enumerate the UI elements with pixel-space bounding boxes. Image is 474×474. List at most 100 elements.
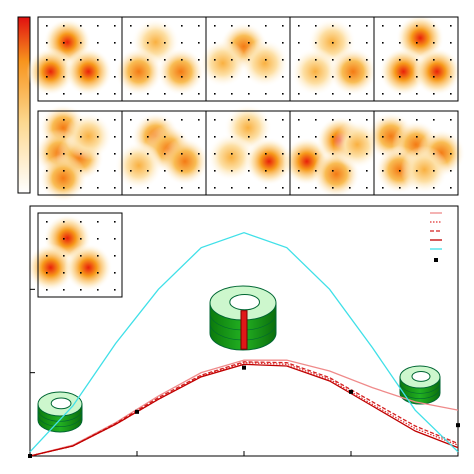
grid-dot bbox=[63, 25, 65, 27]
grid-dot bbox=[349, 93, 351, 95]
grid-dot bbox=[97, 93, 99, 95]
grid-dot bbox=[399, 59, 401, 61]
grid-dot bbox=[147, 59, 149, 61]
grid-dot bbox=[450, 119, 452, 121]
grid-dot bbox=[198, 59, 200, 61]
grid-dot bbox=[231, 59, 233, 61]
grid-dot bbox=[382, 76, 384, 78]
grid-dot bbox=[80, 42, 82, 44]
grid-dot bbox=[248, 25, 250, 27]
grid-dot bbox=[214, 153, 216, 155]
ring-band bbox=[37, 414, 83, 427]
plot bbox=[28, 205, 460, 458]
heat-blob bbox=[39, 154, 88, 203]
grid-dot bbox=[114, 76, 116, 78]
heat-blob bbox=[400, 145, 449, 194]
grid-dot bbox=[198, 170, 200, 172]
grid-dot bbox=[198, 42, 200, 44]
grid-dot bbox=[147, 25, 149, 27]
grid-dot bbox=[80, 272, 82, 274]
grid-dot bbox=[130, 59, 132, 61]
grid-dot bbox=[114, 255, 116, 257]
grid-dot bbox=[265, 187, 267, 189]
grid-dot bbox=[382, 42, 384, 44]
grid-dot bbox=[399, 170, 401, 172]
grid-dot bbox=[265, 136, 267, 138]
grid-dot bbox=[416, 25, 418, 27]
grid-dot bbox=[46, 76, 48, 78]
grid-dot bbox=[164, 170, 166, 172]
heatmaps bbox=[26, 14, 466, 298]
grid-dot bbox=[315, 170, 317, 172]
panel-frame bbox=[373, 110, 459, 196]
grid-dot bbox=[130, 76, 132, 78]
heatmap-panel bbox=[289, 16, 377, 102]
grid-dot bbox=[450, 76, 452, 78]
grid-dot bbox=[366, 187, 368, 189]
grid-dot bbox=[114, 93, 116, 95]
grid-dot bbox=[282, 76, 284, 78]
grid-dot bbox=[80, 93, 82, 95]
grid-dot bbox=[231, 187, 233, 189]
grid-dot bbox=[214, 93, 216, 95]
data-point bbox=[242, 365, 246, 370]
grid-dot bbox=[450, 93, 452, 95]
grid-dot bbox=[147, 170, 149, 172]
grid-dot bbox=[63, 187, 65, 189]
data-point bbox=[349, 389, 353, 394]
grid-dot bbox=[97, 289, 99, 291]
series-line bbox=[29, 359, 459, 457]
grid-dot bbox=[265, 119, 267, 121]
heat-blob bbox=[413, 47, 461, 96]
grid-dot bbox=[181, 76, 183, 78]
grid-dot bbox=[315, 93, 317, 95]
grid-dot bbox=[181, 153, 183, 155]
grid-dot bbox=[46, 136, 48, 138]
grid-dot bbox=[147, 153, 149, 155]
grid-dot bbox=[80, 136, 82, 138]
grid-dot bbox=[231, 25, 233, 27]
grid-dot bbox=[282, 187, 284, 189]
grid-dot bbox=[63, 272, 65, 274]
grid-dot bbox=[181, 42, 183, 44]
grid-dot bbox=[214, 119, 216, 121]
grid-dot bbox=[231, 42, 233, 44]
grid-dot bbox=[130, 42, 132, 44]
grid-dot bbox=[80, 221, 82, 223]
grid-dot bbox=[298, 187, 300, 189]
grid-dot bbox=[130, 136, 132, 138]
heatmap-panel bbox=[373, 14, 461, 102]
grid-dot bbox=[366, 136, 368, 138]
grid-dot bbox=[349, 25, 351, 27]
grid-dot bbox=[399, 187, 401, 189]
heat-blob bbox=[240, 39, 289, 88]
grid-dot bbox=[282, 136, 284, 138]
grid-dot bbox=[114, 170, 116, 172]
grid-dot bbox=[416, 170, 418, 172]
grid-dot bbox=[248, 136, 250, 138]
grid-dot bbox=[181, 93, 183, 95]
grid-dot bbox=[97, 272, 99, 274]
grid-dot bbox=[63, 93, 65, 95]
grid-dot bbox=[416, 187, 418, 189]
legend-swatch bbox=[434, 258, 438, 262]
heat-blob bbox=[64, 243, 113, 292]
heatmap-panel bbox=[205, 103, 293, 196]
grid-dot bbox=[97, 76, 99, 78]
grid-dot bbox=[349, 76, 351, 78]
grid-dot bbox=[114, 153, 116, 155]
grid-dot bbox=[97, 136, 99, 138]
grid-dot bbox=[231, 93, 233, 95]
grid-dot bbox=[332, 76, 334, 78]
heat-blob bbox=[114, 141, 163, 190]
heatmap-panel bbox=[114, 16, 207, 102]
grid-dot bbox=[164, 25, 166, 27]
grid-dot bbox=[282, 93, 284, 95]
heat-blob bbox=[291, 47, 340, 96]
grid-dot bbox=[164, 119, 166, 121]
series-line bbox=[29, 231, 459, 453]
grid-dot bbox=[382, 136, 384, 138]
grid-dot bbox=[349, 59, 351, 61]
colorbar bbox=[17, 16, 31, 194]
grid-dot bbox=[147, 136, 149, 138]
